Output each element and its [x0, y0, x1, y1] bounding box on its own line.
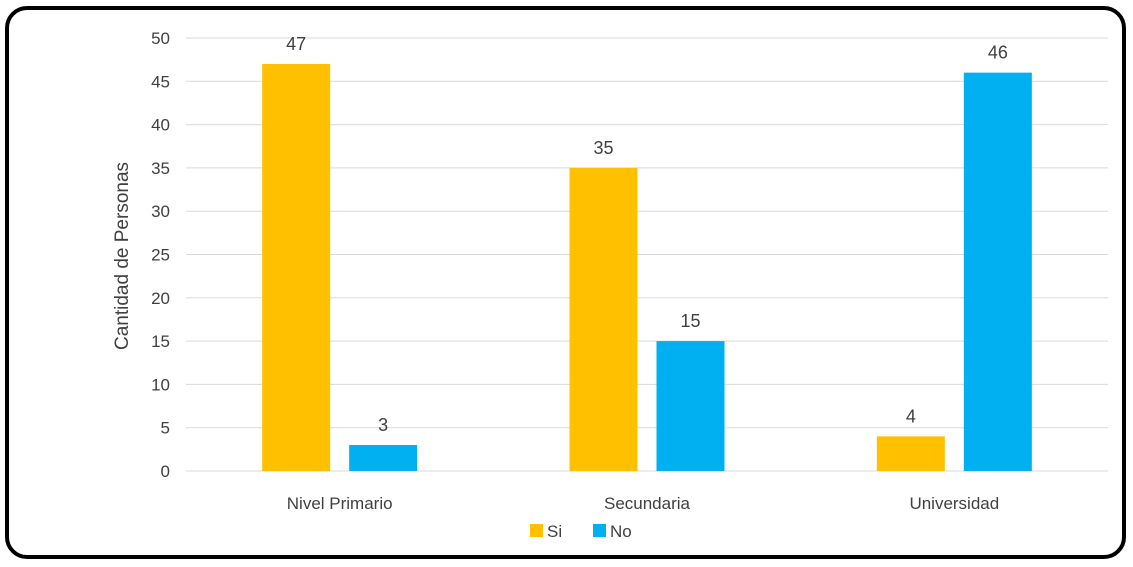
legend: Si No — [530, 522, 632, 541]
y-tick-label: 15 — [151, 332, 170, 351]
y-axis-ticks: 0 5 10 15 20 25 30 35 40 45 50 — [151, 29, 170, 481]
bar-no-1 — [656, 341, 725, 471]
bar-si-1 — [569, 167, 638, 471]
legend-swatch-si — [530, 524, 543, 537]
y-tick-label: 40 — [151, 116, 170, 135]
y-axis-label: Cantidad de Personas — [112, 162, 133, 350]
legend-label: No — [610, 522, 632, 541]
x-category-label: Secundaria — [604, 494, 691, 513]
bar-no-2 — [963, 72, 1032, 471]
legend-swatch-no — [593, 524, 606, 537]
bar-si-2 — [876, 436, 945, 471]
y-tick-label: 25 — [151, 246, 170, 265]
y-tick-label: 10 — [151, 375, 170, 394]
y-tick-label: 35 — [151, 159, 170, 178]
x-axis-categories: Nivel Primario Secundaria Universidad — [287, 494, 999, 513]
y-tick-label: 45 — [151, 72, 170, 91]
x-category-label: Universidad — [909, 494, 999, 513]
data-labels: 47 3 35 15 4 46 — [286, 34, 1008, 435]
data-label: 46 — [988, 43, 1008, 63]
data-label: 3 — [378, 415, 388, 435]
bar-si-0 — [262, 63, 331, 471]
bar-no-0 — [349, 445, 418, 471]
data-label: 35 — [593, 138, 613, 158]
legend-label: Si — [547, 522, 562, 541]
bars — [262, 63, 1032, 471]
data-label: 47 — [286, 34, 306, 54]
y-tick-label: 20 — [151, 289, 170, 308]
data-label: 15 — [680, 311, 700, 331]
y-tick-label: 50 — [151, 29, 170, 48]
x-category-label: Nivel Primario — [287, 494, 393, 513]
y-tick-label: 5 — [161, 419, 170, 438]
gridlines — [186, 37, 1108, 472]
y-tick-label: 0 — [161, 462, 170, 481]
data-label: 4 — [906, 406, 916, 426]
y-tick-label: 30 — [151, 202, 170, 221]
